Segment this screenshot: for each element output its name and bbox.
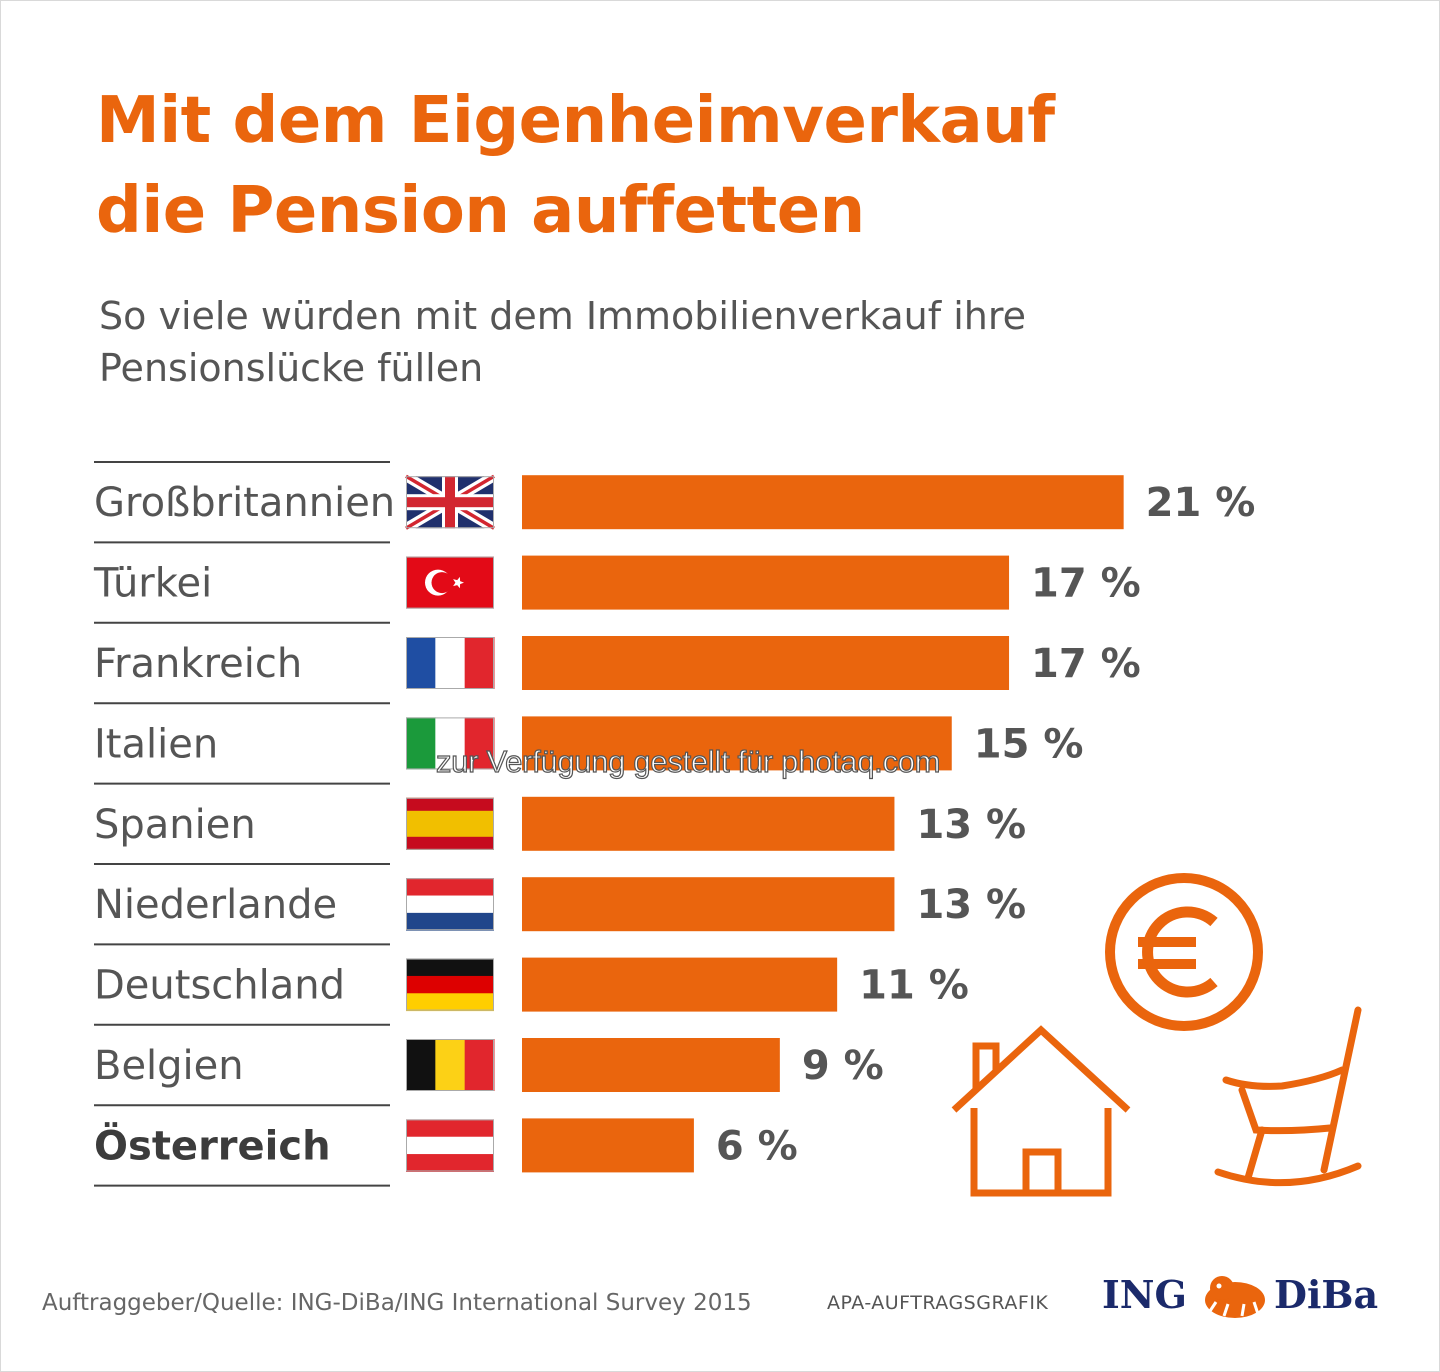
italy-flag-icon <box>406 717 495 770</box>
watermark: zur Verfügung gestellt für photaq.com <box>435 743 941 779</box>
value-label: 21 % <box>1146 480 1256 526</box>
chart-row: Italien 15 % <box>94 702 1084 771</box>
apa-label: APA-AUFTRAGSGRAFIK <box>827 1292 1049 1314</box>
netherlands-flag-icon <box>406 878 494 931</box>
category-label: Österreich <box>94 1121 331 1169</box>
category-label: Italien <box>94 721 218 767</box>
value-label: 9 % <box>802 1043 884 1089</box>
value-label: 13 % <box>916 802 1026 848</box>
germany-flag-icon <box>406 958 494 1012</box>
spain-flag-icon <box>406 797 494 850</box>
category-label: Frankreich <box>94 641 302 687</box>
bar <box>522 796 895 851</box>
category-label: Belgien <box>94 1043 244 1089</box>
austria-flag-icon <box>406 1119 494 1172</box>
chart-row: Türkei 17 % <box>93 541 1141 610</box>
logo-text-ing: ING <box>1102 1272 1187 1317</box>
rocking-chair-icon <box>1214 1006 1362 1187</box>
value-label: 17 % <box>1031 641 1141 687</box>
page-title: Mit dem Eigenheimverkauf die Pension auf… <box>96 76 1055 256</box>
chart-row: Österreich 6 % <box>94 1104 798 1187</box>
bar <box>522 716 952 771</box>
chart-row: Niederlande 13 % <box>94 863 1026 932</box>
chart-row: Belgien 9 % <box>94 1023 884 1092</box>
bar <box>522 1038 780 1092</box>
value-label: 11 % <box>859 963 969 1009</box>
category-label: Großbritannien <box>94 480 395 526</box>
subtitle-line-1: So viele würden mit dem Immobilienverkau… <box>99 294 1027 338</box>
chart-row: Frankreich 17 % <box>94 621 1141 690</box>
title-line-2: die Pension auffetten <box>96 174 865 248</box>
value-label: 6 % <box>716 1123 798 1169</box>
bar <box>522 877 895 932</box>
chart-subtitle: So viele würden mit dem Immobilienverkau… <box>99 290 1026 394</box>
house-icon <box>951 1025 1131 1197</box>
bar <box>522 636 1010 690</box>
category-label: Türkei <box>93 561 212 607</box>
chart-row: Großbritannien 21 % <box>94 461 1256 533</box>
bar <box>522 1118 694 1173</box>
subtitle-line-2: Pensionslücke füllen <box>99 346 484 390</box>
value-label: 13 % <box>916 882 1026 928</box>
turkey-flag-icon <box>406 556 494 609</box>
chart-row: Spanien 13 % <box>94 782 1026 851</box>
category-label: Niederlande <box>94 882 337 928</box>
category-label: Spanien <box>94 802 256 848</box>
uk-flag-icon <box>403 471 497 533</box>
ing-diba-logo: ING DiBa <box>1102 1268 1382 1324</box>
bar <box>522 957 838 1012</box>
belgium-flag-icon <box>406 1039 495 1091</box>
value-label: 17 % <box>1031 561 1141 607</box>
lion-icon <box>1205 1276 1265 1318</box>
chart-row: Deutschland 11 % <box>94 943 969 1012</box>
category-label: Deutschland <box>94 963 345 1009</box>
france-flag-icon <box>406 637 495 689</box>
euro-coin-icon <box>1105 873 1263 1031</box>
bar <box>522 475 1124 530</box>
logo-text-diba: DiBa <box>1274 1272 1379 1317</box>
source-note: Auftraggeber/Quelle: ING-DiBa/ING Intern… <box>42 1290 752 1316</box>
bar <box>522 555 1010 610</box>
title-line-1: Mit dem Eigenheimverkauf <box>96 84 1055 158</box>
value-label: 15 % <box>974 721 1084 767</box>
